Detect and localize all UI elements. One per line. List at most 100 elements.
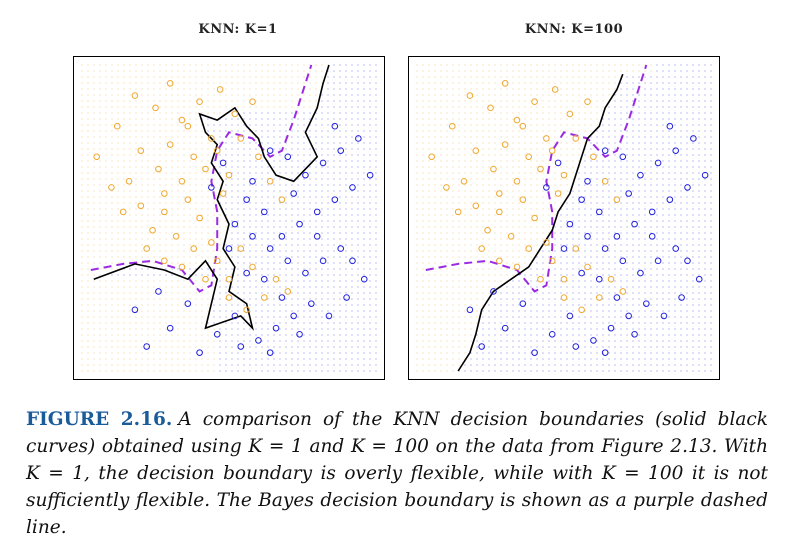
- grid-dot: [219, 310, 221, 312]
- grid-dot: [297, 160, 299, 162]
- grid-dot: [464, 250, 466, 252]
- grid-dot: [345, 250, 347, 252]
- grid-dot: [135, 292, 137, 294]
- grid-dot: [566, 172, 568, 174]
- grid-dot: [249, 244, 251, 246]
- grid-dot: [626, 82, 628, 84]
- grid-dot: [129, 226, 131, 228]
- grid-dot: [297, 106, 299, 108]
- grid-dot: [488, 238, 490, 240]
- grid-dot: [482, 370, 484, 372]
- grid-dot: [512, 166, 514, 168]
- grid-dot: [141, 304, 143, 306]
- grid-dot: [219, 226, 221, 228]
- grid-dot: [189, 232, 191, 234]
- grid-dot: [554, 244, 556, 246]
- grid-dot: [656, 88, 658, 90]
- grid-dot: [147, 304, 149, 306]
- grid-dot: [590, 280, 592, 282]
- grid-dot: [363, 82, 365, 84]
- grid-dot: [219, 298, 221, 300]
- grid-dot: [183, 130, 185, 132]
- grid-dot: [512, 130, 514, 132]
- grid-dot: [177, 364, 179, 366]
- grid-dot: [452, 196, 454, 198]
- grid-dot: [279, 154, 281, 156]
- grid-dot: [554, 226, 556, 228]
- grid-dot: [195, 262, 197, 264]
- grid-dot: [524, 370, 526, 372]
- grid-dot: [614, 166, 616, 168]
- grid-dot: [656, 322, 658, 324]
- grid-dot: [351, 280, 353, 282]
- grid-dot: [566, 274, 568, 276]
- grid-dot: [470, 112, 472, 114]
- blue-point: [343, 294, 350, 301]
- grid-dot: [153, 340, 155, 342]
- grid-dot: [363, 178, 365, 180]
- grid-dot: [584, 124, 586, 126]
- grid-dot: [273, 238, 275, 240]
- grid-dot: [482, 76, 484, 78]
- grid-dot: [183, 310, 185, 312]
- grid-dot: [237, 190, 239, 192]
- grid-dot: [183, 226, 185, 228]
- grid-dot: [572, 220, 574, 222]
- grid-dot: [297, 148, 299, 150]
- grid-dot: [243, 298, 245, 300]
- grid-dot: [141, 328, 143, 330]
- grid-dot: [303, 238, 305, 240]
- grid-dot: [87, 346, 89, 348]
- grid-dot: [219, 166, 221, 168]
- grid-dot: [608, 178, 610, 180]
- grid-dot: [518, 64, 520, 66]
- grid-dot: [261, 88, 263, 90]
- grid-dot: [560, 364, 562, 366]
- grid-dot: [309, 262, 311, 264]
- grid-dot: [560, 82, 562, 84]
- grid-dot: [351, 154, 353, 156]
- grid-dot: [464, 130, 466, 132]
- grid-dot: [369, 94, 371, 96]
- grid-dot: [207, 352, 209, 354]
- grid-dot: [297, 184, 299, 186]
- grid-dot: [422, 232, 424, 234]
- grid-dot: [369, 220, 371, 222]
- grid-dot: [273, 220, 275, 222]
- grid-dot: [99, 328, 101, 330]
- grid-dot: [506, 112, 508, 114]
- grid-dot: [267, 304, 269, 306]
- grid-dot: [518, 208, 520, 210]
- grid-dot: [363, 364, 365, 366]
- grid-dot: [644, 124, 646, 126]
- grid-dot: [422, 226, 424, 228]
- grid-dot: [446, 148, 448, 150]
- grid-dot: [428, 328, 430, 330]
- grid-dot: [476, 124, 478, 126]
- grid-dot: [452, 250, 454, 252]
- grid-dot: [452, 124, 454, 126]
- grid-dot: [458, 118, 460, 120]
- grid-dot: [351, 250, 353, 252]
- grid-dot: [458, 136, 460, 138]
- grid-dot: [183, 328, 185, 330]
- grid-dot: [87, 286, 89, 288]
- grid-dot: [93, 88, 95, 90]
- grid-dot: [345, 136, 347, 138]
- grid-dot: [530, 238, 532, 240]
- grid-dot: [650, 154, 652, 156]
- grid-dot: [638, 262, 640, 264]
- grid-dot: [219, 112, 221, 114]
- grid-dot: [375, 64, 377, 66]
- grid-dot: [470, 196, 472, 198]
- grid-dot: [255, 196, 257, 198]
- grid-dot: [464, 70, 466, 72]
- grid-dot: [255, 262, 257, 264]
- grid-dot: [327, 190, 329, 192]
- grid-dot: [165, 328, 167, 330]
- grid-dot: [351, 94, 353, 96]
- grid-dot: [422, 346, 424, 348]
- grid-dot: [201, 232, 203, 234]
- grid-dot: [656, 268, 658, 270]
- grid-dot: [590, 64, 592, 66]
